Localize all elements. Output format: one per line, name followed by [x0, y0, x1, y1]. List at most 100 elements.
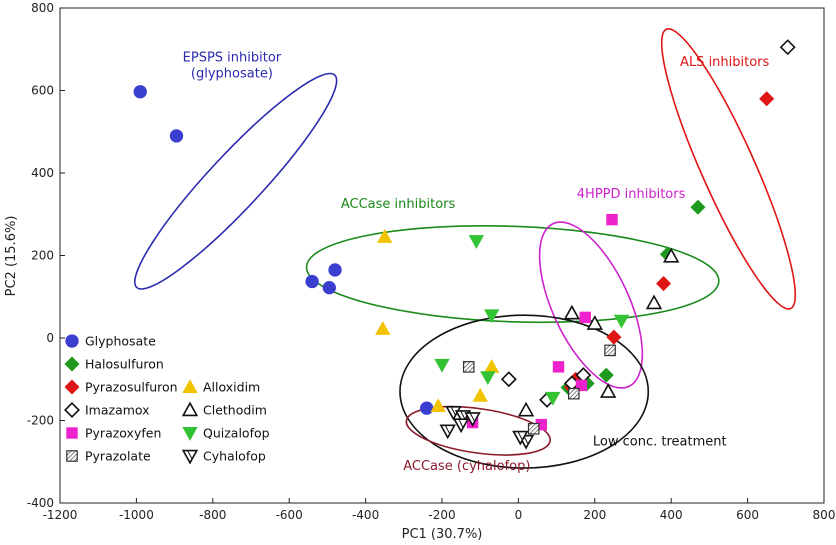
x-tick-label: -600	[276, 508, 303, 522]
data-point	[579, 311, 591, 324]
legend-label: Alloxidim	[203, 380, 260, 395]
data-point	[500, 371, 517, 388]
data-point	[563, 304, 581, 320]
x-tick-label: 600	[736, 508, 759, 522]
y-tick-label: -200	[27, 414, 54, 428]
x-axis-title: PC1 (30.7%)	[402, 527, 483, 542]
data-point	[434, 358, 450, 373]
legend-label: Pyrazoxyfen	[85, 426, 161, 441]
y-tick-label: 0	[46, 331, 54, 345]
axes: -1200 -1000 -800 -600 -400 -200 0 200 400 600 800 -…	[27, 1, 836, 522]
group-ellipse	[538, 221, 644, 389]
data-point	[439, 424, 456, 440]
x-tick-label: -400	[352, 508, 379, 522]
data-point	[656, 276, 672, 292]
data-point	[512, 430, 529, 446]
group-ellipse	[399, 314, 650, 469]
data-point	[462, 361, 475, 373]
legend-marker	[66, 427, 78, 439]
data-point	[604, 344, 616, 357]
x-tick-label: 800	[813, 508, 836, 522]
y-axis-title: PC2 (15.6%)	[4, 216, 19, 297]
data-point-stroke	[517, 431, 523, 440]
data-point	[575, 379, 588, 392]
legend-marker	[181, 449, 199, 465]
annotation-label: ALS inhibitors	[680, 55, 769, 70]
x-tick-label: 400	[660, 508, 683, 522]
annotation-label: ACCase inhibitors	[341, 197, 456, 212]
legend-marker	[182, 427, 198, 441]
data-point	[472, 387, 488, 402]
legend-marker	[181, 401, 199, 417]
data-point	[545, 391, 561, 406]
x-tick-label: 200	[583, 508, 606, 522]
x-tick-label: -1200	[43, 508, 78, 522]
x-tick-label: -1000	[119, 508, 154, 522]
data-point	[663, 247, 680, 263]
group-ellipse	[660, 28, 797, 310]
legend-label: Halosulfuron	[85, 357, 164, 372]
data-point-stroke	[450, 406, 456, 415]
data-point	[779, 39, 796, 56]
legend-label: Quizalofop	[203, 426, 270, 441]
data-point	[483, 309, 500, 324]
data-point	[468, 235, 485, 249]
data-point	[133, 85, 147, 99]
legend-marker	[64, 356, 80, 372]
y-tick-label: 600	[31, 84, 54, 98]
annotations: EPSPS inhibitor(glyphosate) ALS inhibitor…	[183, 51, 770, 474]
legend-label: Imazamox	[85, 403, 150, 418]
data-point	[527, 422, 540, 435]
group-ellipse	[305, 225, 720, 324]
x-tick-label: -800	[199, 508, 226, 522]
data-point	[606, 213, 618, 226]
data-point	[169, 129, 184, 143]
y-tick-label: -400	[27, 496, 54, 510]
group-ellipses	[134, 28, 797, 469]
data-point	[322, 281, 336, 295]
data-point	[586, 315, 603, 330]
data-point	[567, 387, 580, 400]
group-ellipse	[134, 72, 338, 290]
legend-marker	[66, 450, 78, 462]
data-point	[464, 412, 481, 427]
y-tick-label: 800	[31, 1, 54, 15]
data-point	[328, 263, 342, 277]
data-point	[690, 199, 706, 215]
data-point	[606, 329, 622, 345]
legend-label: Glyphosate	[85, 334, 156, 349]
y-tick-label: 400	[31, 166, 54, 180]
data-point-stroke	[460, 410, 466, 419]
data-point	[599, 383, 617, 398]
data-point	[420, 401, 434, 415]
annotation-label: EPSPS inhibitor	[183, 51, 282, 66]
x-tick-label: -200	[428, 508, 455, 522]
data-point-stroke	[469, 412, 475, 422]
data-point-stroke	[444, 425, 450, 434]
legend-label: Cyhalofop	[203, 449, 266, 464]
data-point	[613, 314, 630, 329]
legend-marker	[182, 379, 198, 393]
legend-marker-stroke	[187, 450, 193, 459]
data-point	[305, 274, 319, 289]
group-ellipse	[405, 405, 552, 456]
legend-label: Clethodim	[203, 403, 267, 418]
x-tick-label: 0	[515, 508, 523, 522]
data-point	[430, 398, 446, 413]
y-tick-label: 200	[31, 249, 54, 263]
legend-marker	[64, 379, 80, 395]
data-point	[375, 321, 391, 335]
annotation-label: (glyphosate)	[191, 67, 273, 82]
data-points	[133, 39, 796, 450]
plot-area	[59, 7, 825, 504]
data-point	[517, 401, 535, 417]
data-point	[759, 91, 775, 107]
data-point	[452, 418, 470, 434]
data-point	[598, 367, 614, 383]
data-point	[480, 371, 496, 386]
data-point	[552, 361, 565, 373]
annotation-label: Low conc. treatment	[593, 434, 727, 449]
legend-marker	[64, 402, 80, 418]
legend-label: Pyrazolate	[85, 449, 151, 464]
